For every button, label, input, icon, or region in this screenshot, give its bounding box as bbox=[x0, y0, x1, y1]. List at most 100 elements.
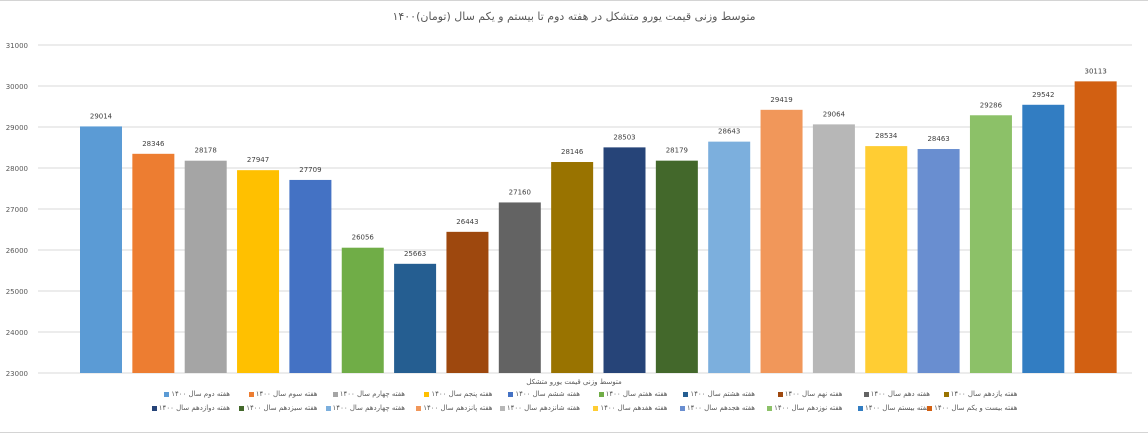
data-label: 29286 bbox=[980, 101, 1003, 109]
legend-entry: هفته یازدهم سال ۱۴۰۰ bbox=[943, 390, 1018, 398]
y-tick-label: 24000 bbox=[6, 329, 28, 337]
bar bbox=[917, 149, 960, 373]
legend-label: هفته پانزدهم سال ۱۴۰۰ bbox=[423, 404, 493, 412]
bar bbox=[1022, 104, 1065, 373]
bar bbox=[341, 247, 384, 373]
legend-label: هفته بیست و یکم سال ۱۴۰۰ bbox=[934, 404, 1018, 412]
data-label: 29419 bbox=[770, 96, 792, 104]
bar bbox=[80, 126, 122, 374]
bar bbox=[760, 109, 803, 374]
legend-entry: هفته سوم سال ۱۴۰۰ bbox=[248, 390, 318, 398]
bar bbox=[655, 160, 698, 373]
data-label: 28346 bbox=[142, 140, 165, 148]
y-tick-label: 28000 bbox=[6, 165, 28, 173]
data-label: 28463 bbox=[927, 135, 949, 143]
data-label: 28503 bbox=[613, 133, 635, 141]
bar bbox=[1074, 81, 1117, 373]
legend-swatch bbox=[499, 405, 505, 411]
data-label: 26443 bbox=[456, 218, 478, 226]
legend-label: هفته سوم سال ۱۴۰۰ bbox=[255, 390, 318, 398]
legend-label: هفته دوازدهم سال ۱۴۰۰ bbox=[158, 404, 230, 412]
legend-label: هفته چهارم سال ۱۴۰۰ bbox=[339, 390, 405, 398]
data-label: 29064 bbox=[823, 110, 846, 118]
legend-swatch bbox=[332, 391, 338, 397]
legend-swatch bbox=[248, 391, 254, 397]
legend-label: هفته ششم سال ۱۴۰۰ bbox=[515, 390, 580, 398]
bar bbox=[551, 162, 594, 373]
data-label: 30113 bbox=[1085, 67, 1107, 75]
legend-swatch bbox=[858, 405, 864, 411]
legend-label: هفته هجدهم سال ۱۴۰۰ bbox=[686, 404, 755, 412]
legend-swatch bbox=[239, 405, 245, 411]
legend-label: هفته هشتم سال ۱۴۰۰ bbox=[690, 390, 755, 398]
legend-entry: هفته پنجم سال ۱۴۰۰ bbox=[424, 390, 493, 398]
legend-entry: هفته هفتم سال ۱۴۰۰ bbox=[598, 390, 668, 398]
legend-swatch bbox=[325, 405, 331, 411]
legend-entry: هفته پانزدهم سال ۱۴۰۰ bbox=[416, 404, 493, 412]
legend-entry: هفته ششم سال ۱۴۰۰ bbox=[508, 390, 580, 398]
bar bbox=[969, 115, 1012, 374]
bar bbox=[446, 231, 489, 373]
legend-entry: هفته نهم سال ۱۴۰۰ bbox=[777, 390, 843, 398]
legend-label: هفته نوزدهم سال ۱۴۰۰ bbox=[774, 404, 843, 412]
legend-entry: هفته چهاردهم سال ۱۴۰۰ bbox=[325, 404, 405, 412]
legend-label: هفته هفتم سال ۱۴۰۰ bbox=[605, 390, 668, 398]
legend-entry: هفته دوازدهم سال ۱۴۰۰ bbox=[151, 404, 230, 412]
bar bbox=[865, 146, 908, 373]
legend-swatch bbox=[943, 391, 949, 397]
legend-swatch bbox=[508, 391, 514, 397]
legend-entry: هفته دوم سال ۱۴۰۰ bbox=[164, 390, 230, 398]
data-label: 28534 bbox=[875, 132, 898, 140]
bar bbox=[708, 141, 751, 373]
legend-entry: هفته هشتم سال ۱۴۰۰ bbox=[683, 390, 755, 398]
bar bbox=[132, 153, 175, 373]
data-label: 27709 bbox=[299, 166, 321, 174]
legend-swatch bbox=[683, 391, 689, 397]
y-tick-label: 25000 bbox=[6, 288, 28, 296]
legend-swatch bbox=[416, 405, 422, 411]
legend-label: هفته سیزدهم سال ۱۴۰۰ bbox=[246, 404, 318, 412]
y-tick-label: 31000 bbox=[6, 42, 28, 50]
legend-swatch bbox=[927, 405, 933, 411]
legend-entry: هفته هجدهم سال ۱۴۰۰ bbox=[679, 404, 755, 412]
data-label: 28179 bbox=[666, 147, 688, 155]
legend-swatch bbox=[151, 405, 157, 411]
legend-swatch bbox=[593, 405, 599, 411]
data-label: 25663 bbox=[404, 250, 426, 258]
legend-label: هفته بیستم سال ۱۴۰۰ bbox=[865, 404, 930, 412]
legend-entry: هفته هفدهم سال ۱۴۰۰ bbox=[593, 404, 668, 412]
legend-swatch bbox=[424, 391, 430, 397]
legend-swatch bbox=[679, 405, 685, 411]
legend-label: هفته شانزدهم سال ۱۴۰۰ bbox=[506, 404, 580, 412]
data-label: 29014 bbox=[90, 112, 113, 120]
legend-label: هفته دوم سال ۱۴۰۰ bbox=[171, 390, 230, 398]
y-tick-label: 26000 bbox=[6, 247, 28, 255]
legend-label: هفته یازدهم سال ۱۴۰۰ bbox=[950, 390, 1018, 398]
y-tick-label: 27000 bbox=[6, 206, 28, 214]
y-tick-label: 29000 bbox=[6, 124, 28, 132]
legend-entry: هفته بیست و یکم سال ۱۴۰۰ bbox=[927, 404, 1018, 412]
data-label: 29542 bbox=[1032, 91, 1054, 99]
data-label: 26056 bbox=[352, 234, 375, 242]
bar bbox=[812, 124, 855, 373]
data-label: 28643 bbox=[718, 128, 740, 136]
legend-swatch bbox=[863, 391, 869, 397]
bar bbox=[498, 202, 541, 373]
bar bbox=[237, 170, 280, 373]
y-tick-label: 23000 bbox=[6, 370, 28, 378]
bar bbox=[184, 160, 227, 373]
bar bbox=[394, 263, 437, 373]
legend-swatch bbox=[598, 391, 604, 397]
legend-title: متوسط وزنی قیمت یورو متشکل bbox=[526, 378, 622, 386]
data-label: 28178 bbox=[195, 147, 217, 155]
bar bbox=[603, 147, 646, 373]
legend-label: هفته دهم سال ۱۴۰۰ bbox=[870, 390, 930, 398]
legend-swatch bbox=[164, 391, 170, 397]
legend-entry: هفته شانزدهم سال ۱۴۰۰ bbox=[499, 404, 580, 412]
data-label: 27947 bbox=[247, 156, 269, 164]
data-label: 28146 bbox=[561, 148, 584, 156]
legend-label: هفته چهاردهم سال ۱۴۰۰ bbox=[332, 404, 405, 412]
legend-entry: هفته بیستم سال ۱۴۰۰ bbox=[858, 404, 930, 412]
